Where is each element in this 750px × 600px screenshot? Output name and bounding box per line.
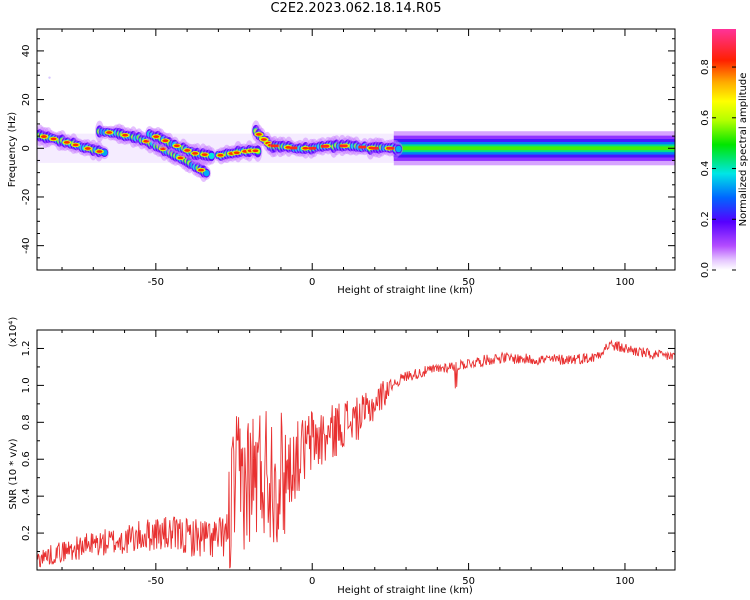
ridge-5 — [270, 134, 404, 160]
top-x-tick-label: -50 — [148, 277, 164, 288]
colorbar: 0.0 0.2 0.4 0.6 0.8 Normalized spectral ampli… — [700, 29, 749, 278]
spectrogram-axes: -50 0 50 100 -40 -20 0 20 40 Height of straight l… — [7, 28, 676, 296]
top-x-tick-label: 100 — [615, 277, 634, 288]
snr-series-line — [37, 339, 675, 569]
bottom-x-tick-label: -50 — [148, 576, 164, 587]
top-x-axis-label: Height of straight line (km) — [337, 285, 473, 296]
colorbar-gradient — [712, 29, 736, 270]
ridge-hotspot-core — [260, 138, 267, 141]
snr-plot — [37, 339, 675, 569]
band-hotspot — [308, 146, 317, 150]
top-x-tick-label: 50 — [462, 277, 475, 288]
band-hotspot — [339, 144, 348, 148]
snr-axes: -50 0 50 100 0.2 0.4 0.6 0.8 1.0 1.2 Height of str… — [8, 317, 676, 596]
stationary-band-layer — [393, 146, 675, 151]
ridge-core — [203, 169, 210, 177]
top-x-tick-label: 0 — [309, 277, 315, 288]
ridge-hotspot-core — [192, 151, 199, 155]
ridge-hotspot-core — [122, 133, 129, 137]
ridge-hotspot-core — [162, 139, 169, 143]
top-axes-frame — [36, 28, 676, 271]
bottom-y-tick-label: 1.0 — [21, 377, 32, 393]
bottom-y-tick-label: 0.4 — [21, 488, 32, 504]
ridge-hotspot-core — [160, 147, 167, 151]
colorbar-tick-label: 0.6 — [700, 110, 711, 126]
ridge-hotspot-core — [177, 156, 184, 160]
ridge-hotspot-core — [96, 150, 103, 153]
ridge-hotspot-core — [153, 135, 160, 139]
heatmap-cells — [37, 76, 675, 183]
spectrogram-heatmap — [37, 76, 675, 183]
ridge-hotspot-core — [198, 168, 205, 172]
top-y-tick-label: 0 — [21, 145, 32, 151]
ridge-hotspot-core — [84, 147, 91, 150]
band-hotspot — [386, 146, 395, 150]
ridge-hotspot-core — [40, 135, 47, 138]
ridge-hotspot-core — [63, 141, 70, 144]
ridge-hotspot-core — [217, 153, 224, 157]
ridge-2 — [145, 126, 217, 166]
ridge-hotspot-core — [106, 131, 113, 134]
ridge-hotspot-core — [184, 149, 191, 152]
band-hotspot — [270, 144, 279, 148]
bottom-x-tick-label: 0 — [309, 576, 315, 587]
ridge-hotspot-core — [173, 144, 180, 148]
ridge-hotspot-core — [72, 143, 79, 147]
band-hotspot — [370, 146, 379, 150]
top-y-tick-label: -20 — [21, 189, 32, 205]
band-hotspot — [358, 145, 367, 149]
bottom-y-tick-label: 0.8 — [21, 414, 32, 430]
ridge-1 — [95, 120, 212, 183]
bottom-x-tick-label: 50 — [462, 576, 475, 587]
bottom-axes-frame — [36, 329, 676, 571]
colorbar-tick-label: 0.2 — [700, 211, 711, 227]
ridge-hotspot-core — [50, 137, 57, 141]
bottom-y-tick-label: 0.2 — [21, 525, 32, 541]
top-y-axis-label: Frequency (Hz) — [7, 112, 18, 188]
ridge-hotspot-core — [252, 149, 259, 153]
chart-title: C2E2.2023.062.18.14.R05 — [270, 1, 442, 16]
colorbar-tick-label: 0.8 — [700, 59, 711, 75]
ridge-hotspot-core — [302, 146, 309, 150]
bottom-y-tick-label: 1.2 — [21, 341, 32, 357]
top-y-tick-label: -40 — [21, 237, 32, 253]
band-hotspot — [320, 144, 329, 148]
ridge-core — [208, 152, 215, 160]
bottom-x-tick-label: 100 — [615, 576, 634, 587]
bottom-x-axis-label: Height of straight line (km) — [337, 585, 473, 596]
isolated-point — [48, 76, 51, 79]
ridge-core — [395, 145, 402, 153]
ridge-hotspot-core — [201, 153, 208, 157]
colorbar-label: Normalized spectral amplitude — [738, 73, 749, 227]
bottom-y-axis-label: SNR (10 * v/v) — [8, 438, 19, 509]
top-y-tick-label: 20 — [21, 93, 32, 106]
band-hotspot — [289, 146, 298, 150]
colorbar-tick-label: 0.4 — [700, 161, 711, 177]
ridge-hotspot-core — [143, 139, 150, 143]
bottom-y-tick-label: 0.6 — [21, 451, 32, 467]
bottom-y-multiplier: (x10⁴) — [8, 317, 19, 348]
ridge-hotspot-core — [233, 151, 240, 155]
ridge-3 — [213, 140, 263, 165]
colorbar-tick-label: 0.0 — [700, 262, 711, 278]
ridge-hotspot-core — [255, 132, 262, 136]
ridge-0 — [37, 124, 110, 162]
top-y-tick-label: 40 — [21, 45, 32, 58]
